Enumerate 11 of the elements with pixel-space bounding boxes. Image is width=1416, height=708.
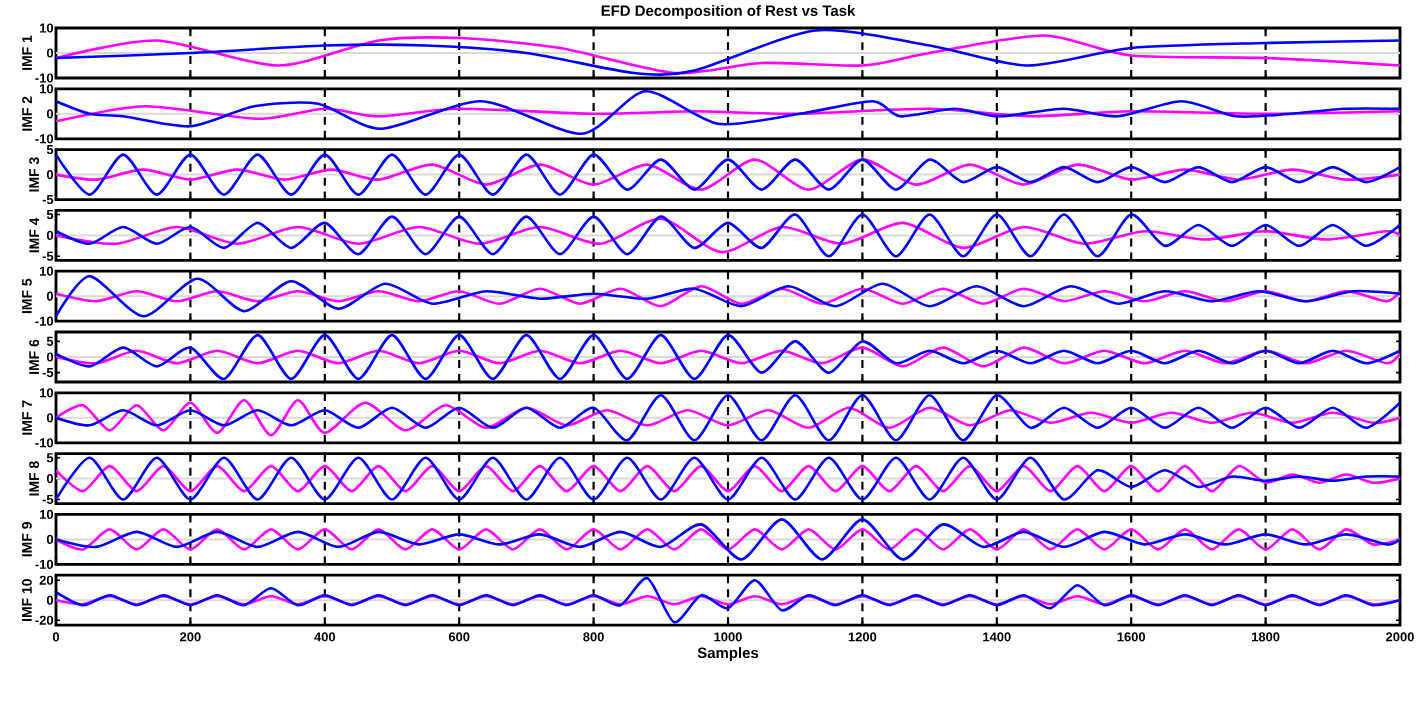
line-series [56, 333, 1401, 381]
line-series [56, 89, 1401, 136]
line-series [56, 284, 1401, 308]
line-series [56, 274, 1401, 318]
line-series [56, 346, 1401, 368]
line-series [56, 464, 1401, 493]
line-series [56, 104, 1401, 123]
line-series [56, 456, 1401, 501]
line-series [56, 518, 1401, 561]
line-series [56, 576, 1401, 624]
line-series [56, 528, 1401, 551]
